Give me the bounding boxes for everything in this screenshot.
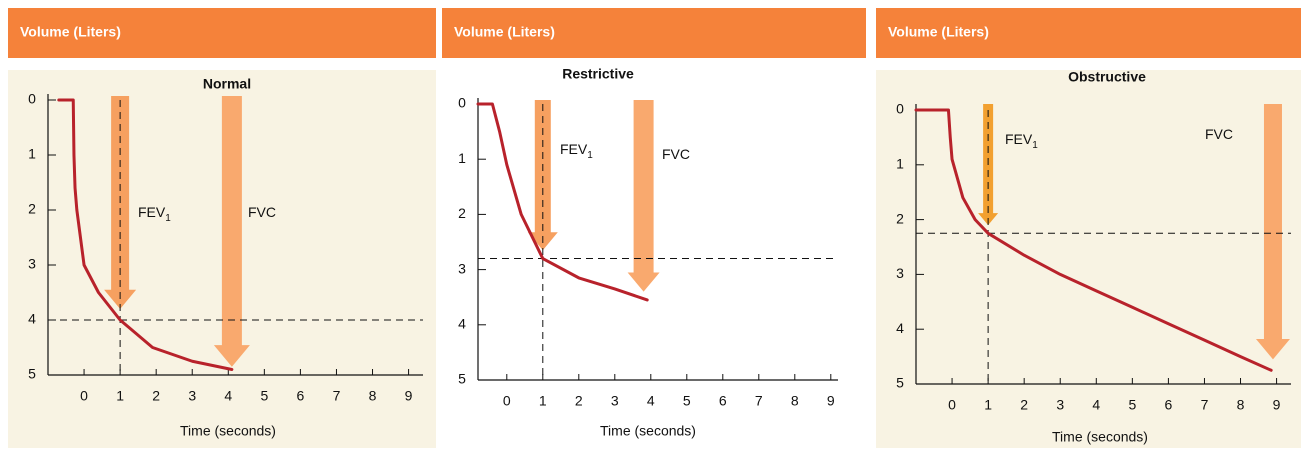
x-tick-label: 2 [575,393,583,409]
y-tick-label: 2 [458,205,466,221]
arrow-label: FEV1 [138,204,171,224]
panel-header [442,8,866,58]
x-tick-label: 6 [1165,397,1173,413]
y-tick-label: 3 [28,256,36,272]
arrow [213,96,250,367]
arrow-label-text: FVC [248,204,276,220]
panel-header [876,8,1301,58]
x-tick-label: 3 [188,388,196,404]
arrow-label-text: FEV [138,204,166,220]
arrow-label: FVC [662,146,690,162]
x-tick-label: 4 [1092,397,1100,413]
x-tick-label: 4 [224,388,232,404]
arrow-label-subscript: 1 [1032,140,1038,151]
y-tick-label: 2 [28,201,36,217]
arrow-label: FVC [248,204,276,220]
x-tick-label: 3 [611,393,619,409]
x-tick-label: 5 [683,393,691,409]
y-tick-label: 4 [458,316,466,332]
y-tick-label: 0 [28,91,36,107]
x-tick-label: 1 [116,388,124,404]
panel-header-text: Volume (Liters) [454,24,555,40]
chart-title: Obstructive [1068,69,1146,85]
x-tick-label: 8 [1237,397,1245,413]
x-tick-label: 9 [1273,397,1281,413]
panel-header-text: Volume (Liters) [20,24,121,40]
chart-title: Restrictive [562,66,634,82]
arrow [627,100,660,292]
volume-curve [476,102,649,302]
y-tick-label: 4 [896,320,904,336]
y-tick-label: 1 [458,150,466,166]
panel-header-text: Volume (Liters) [888,24,989,40]
x-tick-label: 5 [260,388,268,404]
x-axis-label: Time (seconds) [600,423,696,439]
arrow-label: FVC [1205,126,1233,142]
volume-curve [914,108,1273,372]
y-tick-label: 5 [896,375,904,391]
x-tick-label: 2 [152,388,160,404]
x-tick-label: 6 [719,393,727,409]
arrow [1255,104,1290,360]
x-tick-label: 8 [369,388,377,404]
x-tick-label: 0 [948,397,956,413]
x-tick-label: 3 [1056,397,1064,413]
arrow-label-text: FEV [1005,131,1033,147]
x-axis-label: Time (seconds) [1052,429,1148,445]
arrow-label-subscript: 1 [587,150,593,161]
x-tick-label: 8 [791,393,799,409]
x-tick-label: 6 [297,388,305,404]
arrow-label-text: FEV [560,141,588,157]
arrow-label-text: FVC [662,146,690,162]
y-tick-label: 3 [896,265,904,281]
y-tick-label: 4 [28,311,36,327]
arrow [527,100,558,251]
x-tick-label: 4 [647,393,655,409]
y-tick-label: 0 [896,101,904,117]
chart-title: Normal [203,76,251,92]
x-tick-label: 7 [333,388,341,404]
y-tick-label: 2 [896,210,904,226]
y-tick-label: 1 [896,156,904,172]
volume-curve [57,98,234,371]
y-tick-label: 5 [458,371,466,387]
x-tick-label: 5 [1128,397,1136,413]
x-tick-label: 1 [984,397,992,413]
x-tick-label: 9 [827,393,835,409]
y-tick-label: 0 [458,95,466,111]
arrow-label: FEV1 [560,141,593,161]
y-tick-label: 1 [28,146,36,162]
x-tick-label: 9 [405,388,413,404]
x-tick-label: 7 [1201,397,1209,413]
y-tick-label: 5 [28,366,36,382]
arrow-label-text: FVC [1205,126,1233,142]
arrow-label: FEV1 [1005,131,1038,151]
y-tick-label: 3 [458,260,466,276]
x-tick-label: 2 [1020,397,1028,413]
panel-background [876,70,1301,448]
arrow-label-subscript: 1 [165,213,171,224]
x-axis-label: Time (seconds) [180,423,276,439]
panel-header [8,8,436,58]
x-tick-label: 0 [503,393,511,409]
x-tick-label: 0 [80,388,88,404]
x-tick-label: 7 [755,393,763,409]
x-tick-label: 1 [539,393,547,409]
